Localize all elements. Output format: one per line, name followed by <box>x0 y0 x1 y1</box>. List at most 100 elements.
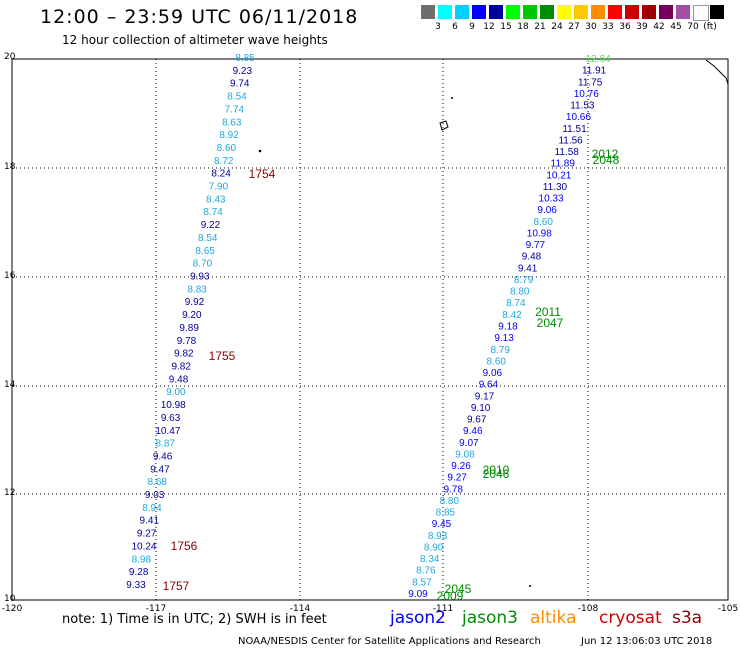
swh-value: 11.56 <box>558 135 583 146</box>
swh-value: 8.60 <box>217 143 237 154</box>
colorbar-swatch <box>625 5 639 19</box>
time-label: 2046 <box>483 467 510 481</box>
swh-value: 8.85 <box>436 508 456 519</box>
swh-value: 7.74 <box>225 104 245 115</box>
colorbar-swatch <box>710 5 724 19</box>
swh-value: 8.76 <box>416 566 436 577</box>
swh-value: 9.00 <box>166 387 186 398</box>
colorbar-swatch <box>557 5 571 19</box>
swh-value: 9.17 <box>475 391 495 402</box>
swh-value: 12.64 <box>585 54 610 65</box>
lon-tick-label: -108 <box>577 604 599 614</box>
swh-value: 11.91 <box>582 66 607 77</box>
swh-value: 9.06 <box>537 205 557 216</box>
time-label: 2045 <box>445 582 472 596</box>
time-label: 2010 <box>483 463 510 477</box>
swh-value: 8.63 <box>222 117 242 128</box>
colorbar-swatch <box>574 5 588 19</box>
time-label: 2012 <box>592 147 619 161</box>
island <box>258 149 262 153</box>
lon-tick-label: -111 <box>432 604 454 614</box>
island <box>439 120 449 131</box>
legend-jason2: jason2 <box>390 608 446 628</box>
swh-value: 9.26 <box>451 461 471 472</box>
colorbar-swatch <box>642 5 656 19</box>
lat-tick-label: 10 <box>4 594 16 604</box>
coastline <box>705 59 729 85</box>
swh-value: 9.41 <box>140 516 160 527</box>
footer-credit: NOAA/NESDIS Center for Satellite Applica… <box>238 636 541 647</box>
swh-value: 7.90 <box>209 182 229 193</box>
lat-tick-label: 12 <box>4 488 16 498</box>
colorbar-swatch <box>455 5 469 19</box>
swh-value: 8.94 <box>142 503 162 514</box>
colorbar-swatch <box>506 5 520 19</box>
map-subtitle: 12 hour collection of altimeter wave hei… <box>62 33 328 47</box>
colorbar-label: 18 <box>517 22 529 32</box>
swh-value: 11.75 <box>578 77 603 88</box>
time-label: 2011 <box>535 305 561 319</box>
swh-value: 9.03 <box>145 490 165 501</box>
time-label: 1755 <box>209 349 236 363</box>
legend-jason3: jason3 <box>462 608 518 628</box>
colorbar-swatch <box>676 5 690 19</box>
swh-value: 9.22 <box>201 220 221 231</box>
swh-value: 9.27 <box>447 473 467 484</box>
swh-value: 9.41 <box>518 263 538 274</box>
colorbar-swatch <box>659 5 673 19</box>
lon-tick-label: -114 <box>289 604 311 614</box>
swh-value: 9.46 <box>153 451 173 462</box>
swh-value: 11.58 <box>555 147 580 158</box>
swh-value: 8.83 <box>187 284 207 295</box>
swh-value: 9.78 <box>443 484 463 495</box>
colorbar-swatch <box>489 5 503 19</box>
swh-value: 8.92 <box>219 130 239 141</box>
colorbar-label: 36 <box>619 22 631 32</box>
lon-tick-label: -120 <box>1 604 23 614</box>
island <box>451 97 453 99</box>
colorbar-label: 3 <box>435 22 441 32</box>
swh-value: 8.24 <box>211 169 231 180</box>
colorbar-label: 9 <box>469 22 475 32</box>
swh-value: 9.13 <box>494 333 514 344</box>
swh-value: 9.45 <box>432 519 452 530</box>
colorbar-label: 42 <box>653 22 665 32</box>
map-title: 12:00 – 23:59 UTC 06/11/2018 <box>40 6 359 28</box>
lat-tick-label: 20 <box>4 52 16 62</box>
colorbar-swatch <box>540 5 554 19</box>
colorbar-swatch <box>472 5 486 19</box>
time-label: 2009 <box>437 589 464 603</box>
swh-value: 9.10 <box>471 403 491 414</box>
swh-value: 9.82 <box>174 349 194 360</box>
swh-value: 10.24 <box>131 541 156 552</box>
colorbar-label: 30 <box>585 22 597 32</box>
swh-value: 9.92 <box>185 297 205 308</box>
colorbar-swatch <box>421 5 435 19</box>
colorbar-swatch <box>608 5 622 19</box>
swh-value: 8.60 <box>533 217 553 228</box>
lat-tick-label: 14 <box>4 380 16 390</box>
legend-cryosat: cryosat <box>599 608 662 628</box>
colorbar-label: 33 <box>602 22 614 32</box>
swh-value: 11.89 <box>551 159 576 170</box>
lat-tick-label: 16 <box>4 271 16 281</box>
swh-value: 8.43 <box>206 194 226 205</box>
colorbar-label: 27 <box>568 22 580 32</box>
swh-value: 9.64 <box>479 380 499 391</box>
swh-value: 9.46 <box>463 426 483 437</box>
colorbar-label: 21 <box>534 22 546 32</box>
colorbar-label: 24 <box>551 22 563 32</box>
time-label: 1756 <box>171 539 198 553</box>
colorbar-swatch <box>693 5 709 21</box>
swh-value: 8.74 <box>506 298 526 309</box>
swh-value: 9.08 <box>455 449 475 460</box>
swh-value: 8.70 <box>193 259 213 270</box>
swh-value: 8.80 <box>510 287 530 298</box>
swh-value: 8.74 <box>203 207 223 218</box>
swh-value: 9.06 <box>483 368 503 379</box>
swh-value: 8.72 <box>214 156 234 167</box>
swh-value: 9.67 <box>467 415 487 426</box>
swh-value: 8.79 <box>514 275 534 286</box>
swh-value: 9.74 <box>230 79 250 90</box>
